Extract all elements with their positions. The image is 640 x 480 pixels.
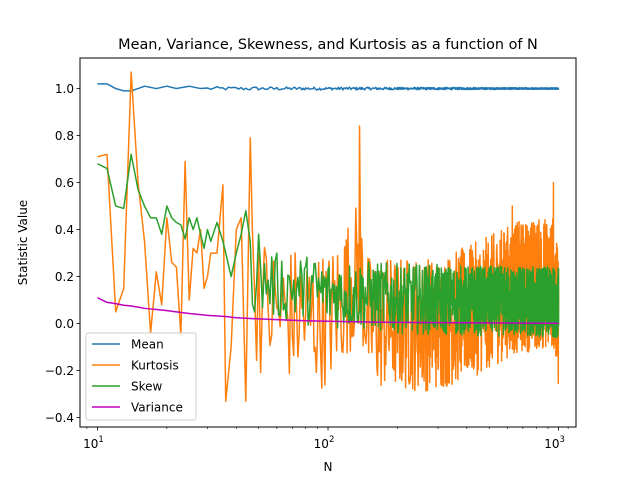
- legend-label-variance: Variance: [131, 401, 183, 415]
- y-tick-label: −0.4: [45, 411, 74, 425]
- series-line-kurtosis: [97, 71, 560, 402]
- y-tick-label: 0.8: [55, 129, 74, 143]
- y-tick-label: 0.0: [55, 317, 74, 331]
- y-tick-label: 0.2: [55, 270, 74, 284]
- y-tick-label: 0.4: [55, 223, 74, 237]
- x-axis-label: N: [324, 460, 333, 474]
- series-line-mean: [97, 83, 560, 92]
- legend-label-kurtosis: Kurtosis: [131, 359, 179, 373]
- x-tick-exponent: 3: [560, 435, 565, 445]
- legend-label-skew: Skew: [131, 380, 163, 394]
- series-line-skew: [97, 153, 560, 338]
- legend-box: [85, 332, 197, 421]
- x-tick-exponent: 1: [98, 435, 103, 445]
- legend-label-mean: Mean: [131, 338, 164, 352]
- y-tick-label: 1.0: [55, 82, 74, 96]
- chart-title: Mean, Variance, Skewness, and Kurtosis a…: [118, 37, 538, 53]
- series-line-variance: [97, 297, 559, 324]
- y-axis: −0.4 −0.2 0.0 0.2 0.4 0.6 0.8 1.0: [45, 82, 80, 425]
- x-tick-exponent: 2: [329, 435, 334, 445]
- y-tick-label: −0.2: [45, 364, 74, 378]
- legend: Mean Kurtosis Skew Variance: [85, 332, 197, 421]
- y-tick-label: 0.6: [55, 176, 74, 190]
- y-axis-label: Statistic Value: [16, 200, 30, 285]
- series-layer: [97, 71, 560, 402]
